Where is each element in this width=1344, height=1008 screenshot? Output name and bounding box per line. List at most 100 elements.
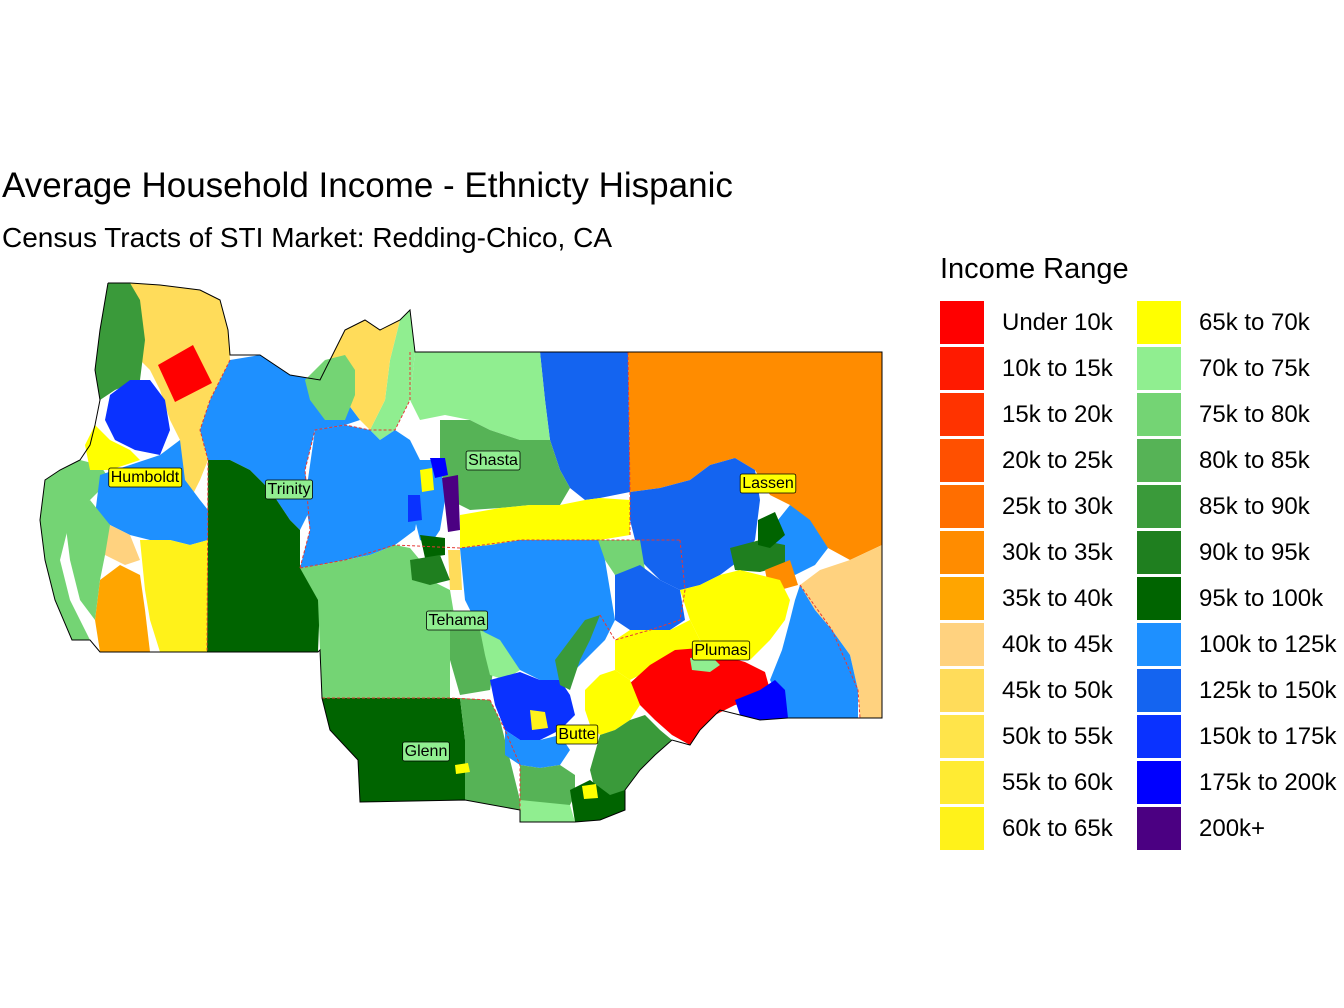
tract-butte-east-yellow: [585, 670, 640, 735]
tract-lassen-northeast: [628, 352, 882, 560]
county-label-text: Shasta: [468, 452, 518, 469]
tract-butte-east-green: [590, 715, 672, 800]
county-boundaries: [199, 351, 861, 810]
tract-tehama-west: [300, 545, 455, 698]
legend-swatch: [940, 623, 984, 666]
border-shasta-tehama: [299, 539, 680, 569]
legend-swatch: [940, 531, 984, 574]
legend-label: 50k to 55k: [1002, 723, 1113, 750]
county-label-box: [265, 479, 313, 500]
tract-trinity-north-yellow: [320, 310, 410, 430]
tract-shasta-yellow-small: [420, 468, 434, 492]
county-label-box: [465, 450, 521, 471]
legend-label: 20k to 25k: [1002, 447, 1113, 474]
county-label-tehama: Tehama: [426, 610, 488, 631]
tract-shasta-blue2: [408, 495, 422, 522]
tract-trinity-southern: [207, 460, 320, 652]
legend-label: 80k to 85k: [1199, 447, 1310, 474]
outline-path: [39, 282, 883, 823]
tract-butte-mid-yellow: [530, 710, 548, 730]
legend-label: 200k+: [1199, 815, 1266, 842]
legend-swatch: [1137, 439, 1181, 482]
county-label-box: [555, 724, 599, 745]
legend-swatch: [940, 577, 984, 620]
tract-shasta-yellow-band: [460, 498, 630, 548]
legend-swatch: [940, 669, 984, 712]
legend-swatch: [1137, 301, 1181, 344]
legend-label: 150k to 175k: [1199, 723, 1337, 750]
tract-butte-south-green: [520, 765, 575, 810]
border-trinity-shasta: [299, 352, 411, 569]
legend-swatch: [940, 485, 984, 528]
tract-tehama-darkgreen: [410, 555, 450, 585]
county-label-box: [108, 467, 183, 488]
tract-tehama-lightgreen: [480, 630, 520, 680]
legend-label: 60k to 65k: [1002, 815, 1113, 842]
legend-label: 45k to 50k: [1002, 677, 1113, 704]
tract-shasta-purple: [442, 475, 460, 532]
tract-lassen-east: [800, 545, 882, 718]
county-label-butte: Butte: [555, 724, 599, 745]
tract-tehama-yellow: [448, 550, 462, 590]
border-plumas-lassen: [799, 584, 861, 719]
legend-swatch: [940, 761, 984, 804]
tract-tehama-center: [450, 610, 495, 695]
tract-humboldt-blue: [105, 380, 170, 455]
tract-butte-lightblue: [505, 730, 570, 768]
legend-swatch: [1137, 393, 1181, 436]
legend-swatch: [1137, 485, 1181, 528]
tract-trinity-north-green: [305, 355, 355, 420]
tract-glenn-yellow: [455, 763, 470, 774]
border-butte-glenn: [489, 699, 521, 810]
county-label-plumas: Plumas: [691, 640, 751, 661]
census-tracts: [40, 283, 882, 822]
legend-swatch: [1137, 761, 1181, 804]
county-label-text: Tehama: [429, 612, 486, 629]
tract-lassen-strip: [758, 512, 785, 548]
tract-humboldt-east: [95, 440, 208, 545]
legend-swatch: [940, 393, 984, 436]
market-outline: [39, 282, 883, 823]
border-humboldt-trinity: [199, 359, 231, 653]
legend-label: 25k to 30k: [1002, 493, 1113, 520]
tract-shasta-west: [300, 425, 420, 568]
legend-swatch: [1137, 577, 1181, 620]
tract-butte-blue: [490, 672, 575, 740]
border-tehama-glenn: [322, 697, 491, 701]
legend-label: 15k to 20k: [1002, 401, 1113, 428]
border-shasta-lassen: [627, 351, 631, 535]
legend-swatch: [940, 439, 984, 482]
tract-lassen-southeast: [770, 585, 858, 718]
tract-plumas-yellow-west: [615, 620, 700, 680]
legend-label: 100k to 125k: [1199, 631, 1337, 658]
map-subtitle: Census Tracts of STI Market: Redding-Chi…: [2, 222, 612, 253]
tract-plumas-yellow-north: [680, 570, 790, 660]
county-label-box: [426, 610, 488, 631]
legend-label: 35k to 40k: [1002, 585, 1113, 612]
county-label-text: Lassen: [742, 475, 794, 492]
tract-butte-yellow-small: [582, 784, 598, 799]
legend-label: 55k to 60k: [1002, 769, 1113, 796]
county-label-text: Humboldt: [111, 469, 180, 486]
tract-humboldt-south-yellow: [140, 540, 208, 652]
legend-swatch: [940, 347, 984, 390]
county-label-text: Glenn: [405, 743, 448, 760]
legend-label: 70k to 75k: [1199, 355, 1310, 382]
legend-swatch: [1137, 669, 1181, 712]
county-label-humboldt: Humboldt: [108, 467, 183, 488]
tract-humboldt-coast-yellow: [85, 425, 140, 470]
legend-swatch: [1137, 715, 1181, 758]
legend-swatch: [940, 807, 984, 850]
legend-label: 90k to 95k: [1199, 539, 1310, 566]
tract-glenn-green: [460, 698, 520, 810]
tract-humboldt-northgreen: [95, 283, 145, 400]
legend-swatch: [1137, 623, 1181, 666]
legend-label: 85k to 90k: [1199, 493, 1310, 520]
legend-label: 10k to 15k: [1002, 355, 1113, 382]
legend-label: 40k to 45k: [1002, 631, 1113, 658]
legend-swatch: [1137, 531, 1181, 574]
tract-humboldt-greenmid: [65, 500, 110, 620]
legend-title: Income Range: [940, 253, 1129, 285]
tract-plumas-blue: [735, 680, 788, 720]
